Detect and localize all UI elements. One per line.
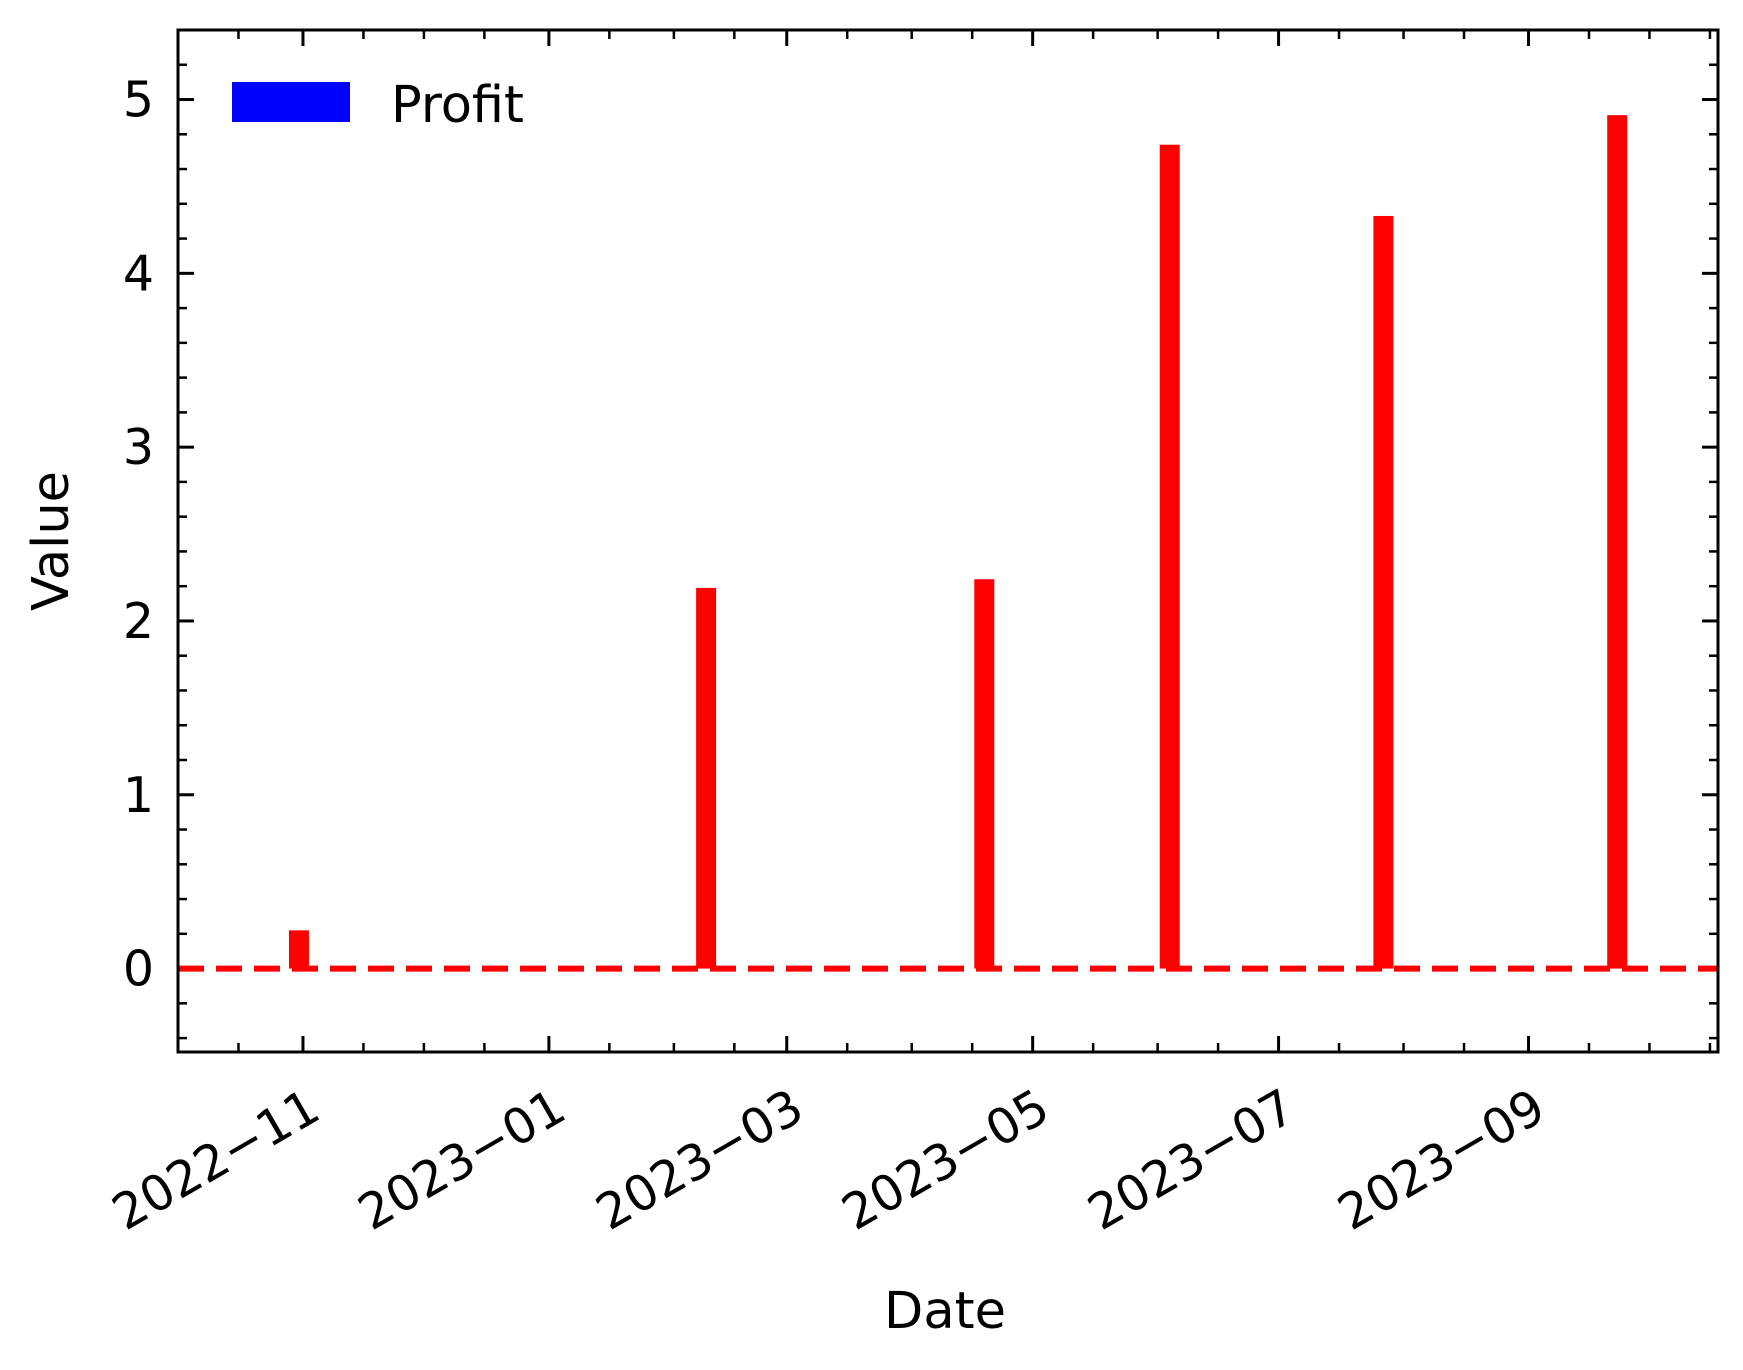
y-tick-label-2: 2 [123,593,154,650]
x-tick-label-1: 2023−01 [349,1078,575,1241]
x-tick-label-2: 2023−03 [587,1078,813,1241]
x-tick-label-0: 2022−11 [103,1078,329,1241]
bar-5 [1607,115,1628,969]
legend: Profit [232,76,524,135]
bar-0 [288,930,309,969]
bar-4 [1373,215,1394,969]
bar-1 [696,587,717,969]
x-tick-label-3: 2023−05 [833,1078,1059,1241]
y-tick-label-5: 5 [123,72,154,129]
y-tick-label-0: 0 [123,941,154,998]
x-axis-label: Date [884,1282,1006,1341]
x-tick-label-5: 2023−09 [1328,1078,1554,1241]
legend-label-profit: Profit [391,76,524,135]
bar-2 [974,579,995,969]
y-tick-label-4: 4 [123,245,154,302]
plot-background [178,30,1718,1052]
y-tick-label-1: 1 [123,767,154,824]
x-tick-labels: 2022−11 2023−01 2023−03 2023−05 2023−07 2023−… [103,1078,1555,1241]
x-tick-label-4: 2023−07 [1079,1078,1305,1241]
y-tick-labels: 0 1 2 3 4 5 [123,72,154,998]
y-tick-label-3: 3 [123,419,154,476]
bars [288,115,1628,969]
legend-patch-profit [232,82,350,122]
bar-3 [1159,144,1180,969]
plot-frame [176,28,1720,1054]
y-axis-label: Value [22,471,81,611]
